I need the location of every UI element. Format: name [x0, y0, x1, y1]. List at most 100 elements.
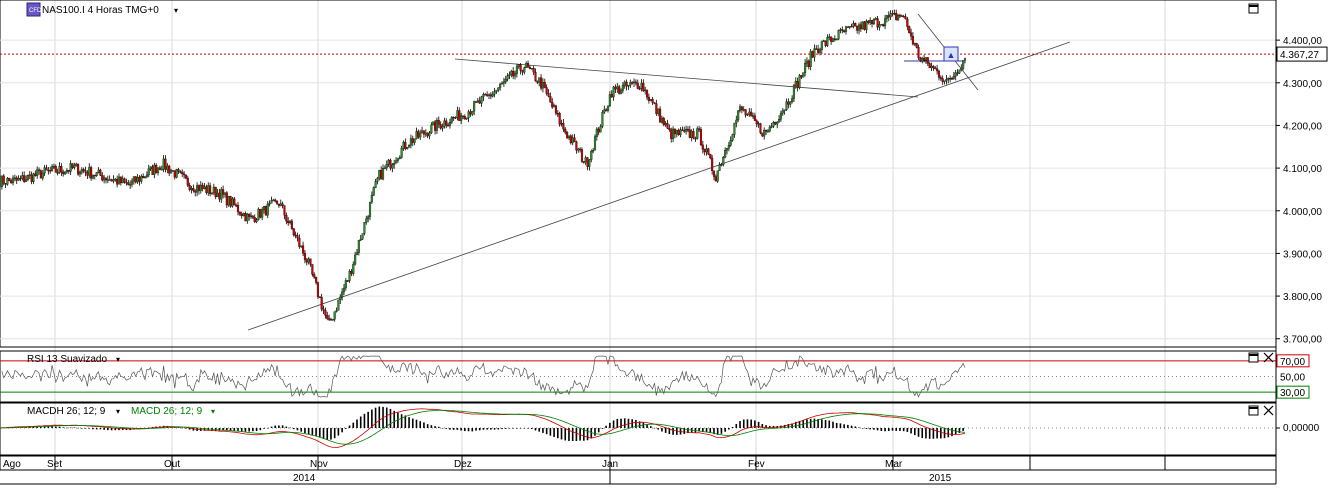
support-trendline[interactable] — [247, 41, 1071, 331]
macd-histogram-bar — [627, 418, 630, 428]
macd-histogram-bar — [728, 428, 730, 430]
candle-body — [86, 172, 89, 176]
candle-body — [216, 192, 219, 198]
macd-histogram-bar — [255, 428, 258, 432]
month-label: Out — [164, 459, 180, 470]
candle-body — [880, 24, 883, 26]
macd-histogram-bar — [910, 428, 912, 434]
macdh-menu-icon[interactable]: ▾ — [116, 407, 120, 416]
candle-body — [460, 115, 463, 121]
macd-histogram-bar — [274, 425, 276, 428]
macd-histogram-bar — [114, 428, 117, 431]
macd-histogram-bar — [419, 421, 422, 428]
rsi-line — [1, 355, 966, 398]
candle-body — [543, 82, 546, 88]
candle-body — [456, 110, 459, 118]
price-tick-label: 4.300,00 — [1283, 79, 1322, 90]
macd-histogram-bar — [121, 428, 124, 431]
candle-body — [586, 157, 589, 167]
macd-histogram-bar — [653, 427, 656, 429]
candle-body — [614, 86, 617, 90]
candle-body — [898, 14, 901, 17]
macd-panel[interactable]: MACDH 26; 12; 9 ▾ MACD 26; 12; 9 ▾ 0,000… — [0, 402, 1320, 456]
candle-body — [566, 132, 569, 138]
symbol-menu-icon[interactable]: ▾ — [174, 6, 178, 15]
candle-body — [447, 125, 450, 127]
candle-body — [746, 114, 749, 116]
macd-histogram-bar — [806, 419, 808, 428]
macd-histogram-bar — [657, 428, 660, 430]
candle-body — [171, 170, 174, 172]
candle-body — [538, 77, 541, 83]
candle-body — [71, 163, 74, 168]
macd-histogram-bar — [69, 427, 72, 429]
candle-body — [616, 86, 619, 90]
candle-body — [738, 106, 742, 111]
candle-body — [322, 308, 325, 311]
close-icon[interactable] — [1263, 352, 1274, 363]
macd-histogram-bar — [486, 428, 488, 430]
maximize-icon[interactable] — [1248, 352, 1259, 363]
candle-body — [372, 187, 375, 196]
candle-body — [765, 129, 768, 132]
candle-body — [517, 64, 520, 67]
candle-body — [947, 78, 950, 80]
candle-body — [413, 138, 416, 143]
maximize-icon[interactable] — [1248, 3, 1259, 14]
macd-menu-icon[interactable]: ▾ — [211, 407, 215, 416]
candle-body — [220, 189, 223, 200]
candle-body — [666, 123, 669, 129]
candle-body — [950, 78, 954, 80]
candle-body — [441, 126, 444, 129]
macd-histogram-bar — [586, 428, 589, 441]
candle-body — [554, 105, 557, 114]
resistance-trendline[interactable] — [454, 58, 919, 98]
candle-body — [698, 128, 701, 130]
rsi-panel[interactable]: RSI 13 Suavizado ▾ 70,00 50,00 30,00 — [0, 350, 1310, 403]
macd-histogram-bar — [490, 428, 492, 430]
candle-body — [800, 75, 803, 78]
candle-body — [482, 94, 485, 98]
macd-histogram-bar — [716, 428, 719, 435]
price-panel[interactable]: ▲ 3.700,00 3.800,00 3.900,00 4.000,00 4.100,… — [0, 0, 1328, 348]
candle-body — [729, 140, 732, 146]
candle-body — [692, 131, 695, 139]
candle-body — [603, 109, 606, 113]
candle-body — [417, 131, 420, 138]
candle-body — [365, 218, 368, 223]
maximize-icon[interactable] — [1248, 405, 1259, 416]
macd-histogram-bar — [683, 428, 686, 434]
candle-body — [88, 167, 91, 176]
candle-body — [225, 192, 228, 206]
alert-marker[interactable]: ▲ — [943, 46, 959, 62]
candle-body — [320, 297, 323, 310]
candle-body — [149, 166, 152, 170]
candle-body — [223, 192, 227, 195]
candle-body — [502, 81, 505, 84]
macd-histogram-bar — [869, 428, 871, 430]
candle-body — [381, 168, 385, 180]
candle-body — [173, 170, 176, 178]
candle-body — [179, 171, 182, 173]
price-tick-label: 3.900,00 — [1283, 249, 1322, 260]
candle-body — [532, 68, 535, 73]
candle-body — [831, 38, 835, 42]
candle-body — [229, 196, 232, 207]
macd-histogram-bar — [620, 418, 622, 428]
macd-histogram-bar — [449, 428, 451, 430]
macd-histogram-bar — [750, 419, 752, 428]
alert-box[interactable] — [943, 46, 959, 62]
close-icon[interactable] — [1263, 405, 1274, 416]
rsi-menu-icon[interactable]: ▾ — [116, 355, 120, 364]
macd-histogram-bar — [58, 426, 61, 428]
candle-body — [91, 174, 95, 179]
macd-histogram-bar — [661, 428, 663, 432]
candle-body — [394, 160, 398, 164]
candle-body — [434, 121, 437, 131]
macd-histogram-bar — [404, 415, 407, 428]
price-tick-label: 4.100,00 — [1283, 164, 1322, 175]
candle-body — [140, 176, 143, 182]
candle-body — [592, 150, 595, 152]
candle-body — [21, 175, 24, 179]
